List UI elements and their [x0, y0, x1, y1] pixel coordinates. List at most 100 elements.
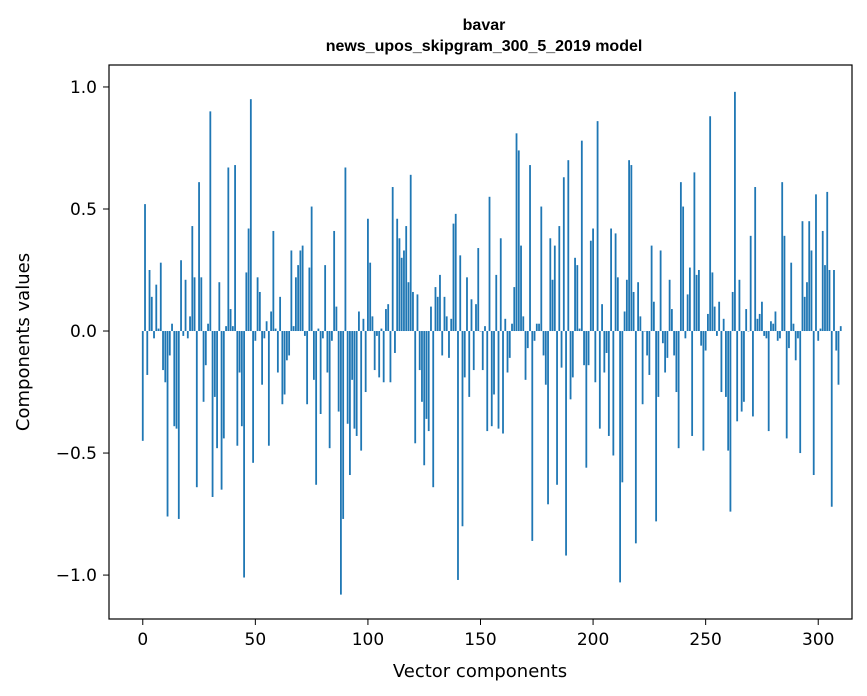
- bar: [218, 282, 221, 332]
- bar: [765, 331, 768, 339]
- bar: [328, 331, 331, 449]
- bar: [191, 226, 194, 332]
- bar: [281, 331, 284, 405]
- bar: [729, 331, 732, 512]
- bar: [159, 262, 162, 332]
- bar: [610, 228, 612, 332]
- bar: [774, 311, 777, 332]
- bar: [738, 279, 741, 332]
- bar: [698, 270, 700, 332]
- bar: [457, 331, 459, 580]
- bar: [839, 326, 842, 332]
- bar: [220, 331, 223, 490]
- bar: [222, 331, 225, 439]
- bar: [526, 331, 529, 349]
- bar: [466, 277, 468, 332]
- bar: [294, 277, 297, 332]
- bar: [436, 296, 439, 332]
- bar: [585, 331, 588, 468]
- bar: [382, 331, 385, 383]
- bar: [261, 331, 263, 385]
- bar: [398, 238, 401, 332]
- bar: [797, 331, 799, 339]
- x-tick-label: 50: [245, 630, 267, 650]
- bar: [432, 331, 435, 488]
- bar: [792, 323, 795, 332]
- bar: [292, 326, 295, 332]
- bar: [790, 262, 793, 332]
- bar: [754, 187, 757, 332]
- bar: [569, 331, 572, 400]
- bar: [164, 331, 167, 383]
- bar: [249, 99, 252, 332]
- bar: [558, 226, 561, 332]
- bar: [752, 331, 754, 417]
- bar: [263, 331, 266, 339]
- bar: [290, 250, 293, 332]
- bar: [502, 331, 504, 434]
- bar: [461, 331, 464, 527]
- bar: [513, 287, 516, 332]
- bars: [141, 91, 842, 595]
- bar: [342, 331, 345, 519]
- bar: [607, 331, 610, 436]
- bar: [157, 328, 160, 332]
- bar: [202, 331, 205, 402]
- bar: [353, 331, 356, 429]
- bar: [141, 331, 144, 441]
- bar: [661, 331, 664, 344]
- bar: [430, 306, 432, 332]
- bar: [529, 165, 531, 332]
- bar: [317, 328, 320, 332]
- bar: [394, 331, 396, 353]
- bar: [684, 331, 687, 339]
- bar: [441, 331, 444, 356]
- bar: [702, 331, 705, 451]
- y-tick-label: 1.0: [70, 78, 97, 98]
- bar: [407, 282, 410, 332]
- bar: [335, 306, 338, 332]
- bar: [835, 331, 838, 351]
- bar: [209, 111, 212, 332]
- bar: [425, 331, 428, 419]
- bar: [193, 277, 196, 332]
- bar: [652, 301, 655, 332]
- bar: [231, 326, 234, 332]
- bar: [639, 316, 642, 332]
- bar: [571, 331, 574, 378]
- bar: [346, 331, 349, 424]
- bar: [195, 331, 198, 488]
- bar: [763, 331, 766, 336]
- bar: [180, 260, 182, 332]
- bar: [808, 221, 811, 332]
- bar: [630, 165, 633, 332]
- bar: [734, 91, 736, 332]
- bar: [535, 323, 538, 332]
- bar: [434, 287, 437, 332]
- bar: [364, 331, 367, 393]
- bar: [560, 331, 563, 368]
- bar: [272, 230, 275, 332]
- bar: [349, 331, 351, 476]
- bar: [695, 274, 698, 332]
- bar: [538, 323, 540, 332]
- bar: [360, 331, 363, 451]
- bar: [400, 257, 403, 332]
- bar: [664, 331, 667, 373]
- bar: [186, 331, 189, 339]
- x-axis: 0 50 100 150 200 250 300: [137, 619, 834, 650]
- bar: [421, 331, 423, 402]
- bar: [493, 331, 495, 395]
- bar: [227, 167, 230, 332]
- bar: [718, 301, 721, 332]
- bar: [150, 296, 153, 332]
- bar: [725, 331, 727, 397]
- bar: [520, 245, 522, 332]
- bar: [427, 331, 430, 432]
- bar: [601, 304, 603, 332]
- bar: [312, 331, 315, 380]
- bar: [497, 331, 500, 429]
- bar: [303, 331, 306, 336]
- bar: [686, 294, 689, 332]
- bar: [340, 331, 342, 595]
